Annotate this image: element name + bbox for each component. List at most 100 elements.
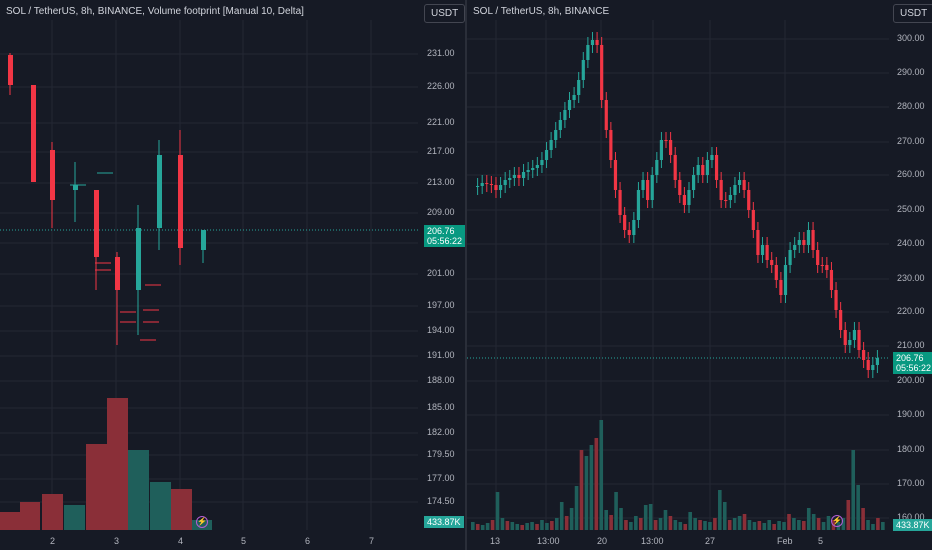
- volume-bar: [554, 518, 559, 530]
- volume-bar: [762, 523, 767, 530]
- lightning-icon[interactable]: ⚡: [196, 516, 208, 528]
- candle-body: [797, 240, 801, 245]
- price-axis-label: 160.00: [897, 512, 925, 522]
- price-axis-label: 190.00: [897, 409, 925, 419]
- volume-bar: [871, 524, 875, 530]
- candle-body: [549, 140, 553, 150]
- volume-bar: [846, 500, 851, 530]
- volume-bar: [703, 521, 707, 530]
- candle-body: [760, 245, 765, 255]
- candle-body: [678, 180, 682, 195]
- volume-bar: [708, 522, 712, 530]
- price-axis-label: 230.00: [897, 273, 925, 283]
- lightning-icon[interactable]: ⚡: [831, 515, 843, 527]
- candle-body: [31, 85, 36, 182]
- volume-bar: [550, 521, 554, 530]
- price-axis-label: 217.00: [427, 146, 455, 156]
- candle-body: [623, 215, 627, 230]
- price-axis-label: 185.00: [427, 402, 455, 412]
- candle-body: [517, 175, 521, 178]
- right-chart-pane[interactable]: SOL / TetherUS, 8h, BINANCE USDT 300.00 2…: [467, 0, 932, 550]
- time-axis-label: 4: [178, 536, 184, 546]
- candle-body: [696, 165, 700, 175]
- chart-title: SOL / TetherUS, 8h, BINANCE, Volume foot…: [6, 6, 304, 17]
- candle-body: [50, 150, 55, 200]
- price-axis-label: 179.50: [427, 449, 455, 459]
- price-axis-label: 174.50: [427, 496, 455, 506]
- volume-bar: [520, 525, 525, 530]
- time-axis-label: 13: [490, 536, 501, 546]
- left-chart-pane[interactable]: SOL / TetherUS, 8h, BINANCE, Volume foot…: [0, 0, 466, 550]
- price-axis-label: 280.00: [897, 101, 925, 111]
- time-axis-label: 5: [818, 536, 824, 546]
- volume-bar: [742, 514, 747, 530]
- candle-body: [788, 250, 792, 265]
- volume-bar: [777, 521, 781, 530]
- volume-bar: [792, 518, 796, 530]
- volume-bar: [505, 521, 510, 530]
- currency-button[interactable]: USDT: [893, 4, 932, 23]
- pane-divider[interactable]: [465, 0, 467, 550]
- price-axis-label: 270.00: [897, 136, 925, 146]
- last-price: 206.76: [427, 226, 455, 236]
- volume-bar: [881, 522, 885, 530]
- volume-bar: [594, 438, 599, 530]
- footprint-chart[interactable]: [0, 0, 465, 550]
- volume-bar: [821, 522, 826, 530]
- volume-bar: [772, 524, 776, 530]
- candle-body: [609, 130, 613, 160]
- volume-bar: [861, 508, 865, 530]
- volume-bar: [589, 445, 594, 530]
- volume-bar: [668, 516, 673, 530]
- candle-body: [802, 240, 806, 245]
- volume-label: 433.87K: [893, 519, 932, 531]
- candle-body: [751, 210, 755, 230]
- volume-bar: [42, 494, 63, 530]
- volume-bar: [653, 520, 658, 530]
- volume-bar: [841, 518, 846, 530]
- candle-body: [655, 160, 659, 175]
- candle-body: [733, 185, 737, 195]
- volume-bar: [722, 502, 727, 530]
- volume-bar: [569, 508, 574, 530]
- price-axis-label: 194.00: [427, 325, 455, 335]
- price-axis-label: 260.00: [897, 169, 925, 179]
- volume-bar: [698, 520, 702, 530]
- candle-body: [544, 150, 549, 160]
- candle-body: [494, 185, 498, 190]
- volume-bar: [658, 518, 663, 530]
- last-price: 206.76: [896, 353, 924, 363]
- volume-bar: [20, 502, 40, 530]
- price-axis-label: 197.00: [427, 300, 455, 310]
- volume-bar: [86, 444, 107, 530]
- candle-body: [577, 80, 581, 95]
- candlestick-chart[interactable]: [467, 0, 932, 550]
- candle-body: [659, 140, 664, 160]
- price-axis-label: 221.00: [427, 117, 455, 127]
- candle-body: [567, 100, 572, 110]
- candle-body: [157, 155, 162, 228]
- candle-body: [737, 180, 742, 185]
- candle-body: [540, 160, 544, 165]
- price-axis-label: 240.00: [897, 238, 925, 248]
- last-price-label: 206.76 05:56:22: [424, 225, 466, 247]
- candle-body: [783, 265, 788, 295]
- countdown-timer: 05:56:22: [427, 236, 463, 246]
- candle-body: [857, 330, 861, 350]
- candle-body: [627, 230, 631, 235]
- candle-body: [770, 260, 774, 265]
- volume-bar: [718, 490, 722, 530]
- candle-body: [724, 200, 728, 201]
- currency-button[interactable]: USDT: [424, 4, 466, 23]
- candle-body: [178, 155, 183, 248]
- volume-bar: [525, 523, 529, 530]
- time-axis-label: 13:00: [641, 536, 664, 546]
- volume-bar: [485, 523, 490, 530]
- volume-bar: [727, 520, 732, 530]
- candle-body: [485, 183, 489, 184]
- candle-body: [664, 140, 668, 141]
- candle-body: [586, 45, 590, 60]
- volume-bar: [535, 524, 539, 530]
- candle-body: [829, 270, 834, 290]
- candle-body: [512, 175, 516, 178]
